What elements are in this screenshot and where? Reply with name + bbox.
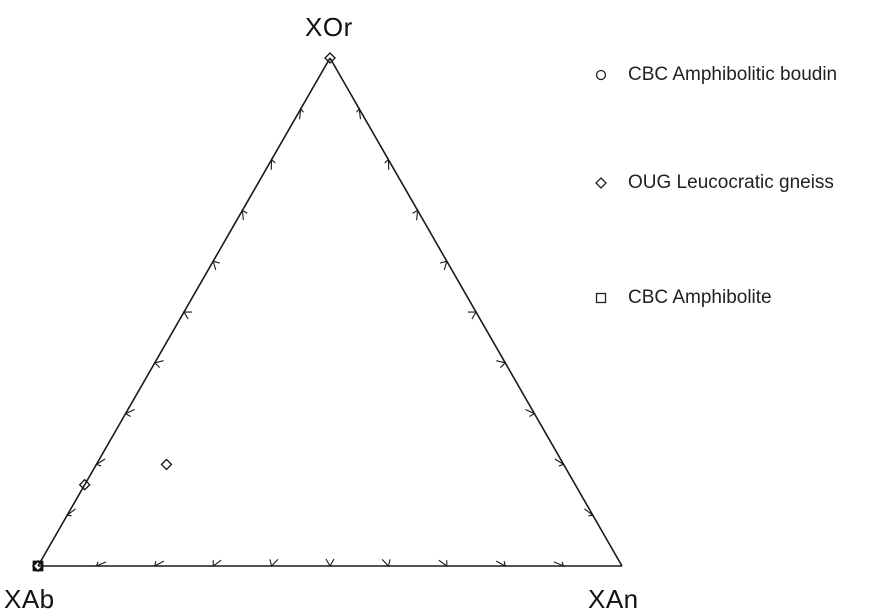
tick-base-edge	[154, 560, 165, 568]
tick-right-edge	[356, 107, 362, 120]
tick-base-edge	[95, 561, 107, 568]
data-point-diamond-1-1	[78, 478, 91, 491]
tick-left-edge	[183, 311, 193, 320]
tick-base-edge	[553, 561, 565, 568]
data-point-diamond-1-0	[324, 52, 336, 64]
square-marker-icon	[595, 292, 607, 304]
data-points	[32, 52, 336, 572]
tick-left-edge	[95, 458, 106, 467]
ternary-frame	[37, 57, 623, 567]
tick-base-edge	[325, 558, 335, 568]
tick-left-edge	[65, 508, 76, 517]
tick-right-edge	[554, 458, 565, 467]
data-point-diamond-1-2	[160, 458, 173, 471]
tick-base-edge	[495, 560, 506, 568]
diamond-marker-icon	[595, 177, 607, 189]
tick-left-edge	[124, 409, 135, 417]
circle-marker-icon	[595, 69, 607, 81]
tick-right-edge	[467, 311, 477, 320]
tick-left-edge	[212, 260, 220, 271]
data-point-square-2-3	[32, 560, 44, 572]
apex-label-right: XAn	[588, 584, 639, 614]
tick-base-edge	[269, 559, 279, 568]
tick-right-edge	[496, 360, 507, 368]
tick-base-edge	[438, 559, 448, 568]
tick-base-edge	[212, 559, 222, 568]
tick-base-edge	[381, 559, 391, 568]
apex-label-left: XAb	[4, 584, 55, 614]
tick-left-edge	[241, 209, 248, 221]
legend-label: CBC Amphibolite	[628, 287, 772, 308]
legend-label: OUG Leucocratic gneiss	[628, 172, 834, 193]
tick-right-edge	[440, 260, 448, 271]
tick-right-edge	[412, 209, 419, 221]
tick-right-edge	[584, 508, 595, 517]
tick-left-edge	[270, 158, 276, 170]
tick-right-edge	[525, 409, 536, 417]
tick-left-edge	[153, 360, 164, 368]
tick-marks	[65, 107, 595, 568]
apex-label-top: XOr	[305, 12, 353, 42]
tick-right-edge	[384, 158, 390, 170]
legend-label: CBC Amphibolitic boudin	[628, 64, 838, 85]
tick-left-edge	[298, 107, 304, 120]
